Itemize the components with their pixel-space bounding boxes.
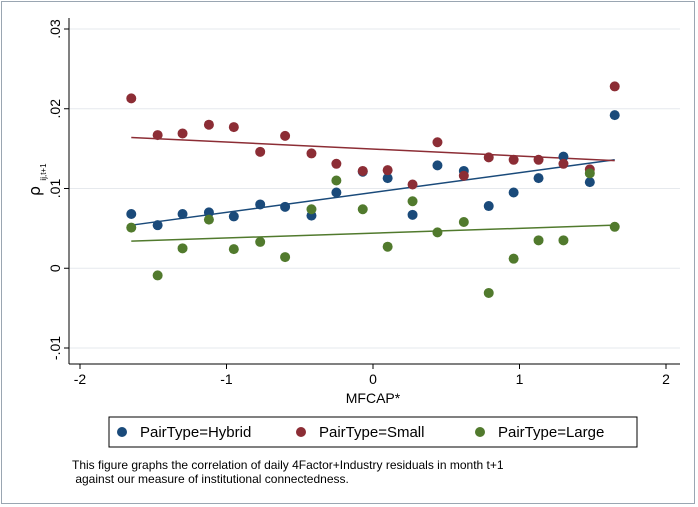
point-1-12	[432, 137, 443, 148]
point-1-4	[228, 122, 239, 133]
point-2-6	[280, 252, 291, 263]
fit-line-2	[131, 224, 615, 242]
point-1-3	[203, 119, 214, 130]
point-1-9	[357, 165, 368, 176]
point-0-11	[407, 209, 418, 220]
legend-label-2: PairType=Large	[498, 424, 604, 441]
point-2-4	[228, 244, 239, 255]
point-0-16	[533, 173, 544, 184]
plot-background	[69, 18, 680, 364]
point-2-12	[432, 227, 443, 238]
y-axis-label-main: ρ	[25, 186, 44, 196]
point-0-6	[280, 201, 291, 212]
y-tick-label-1: 0	[47, 264, 63, 272]
point-1-17	[558, 158, 569, 169]
point-2-0	[126, 222, 137, 233]
point-2-5	[255, 236, 266, 247]
axes: -.01 0 .01 .02 .03 -2 -1 0 1 2	[47, 18, 680, 387]
y-tick-label-0: -.01	[47, 336, 63, 360]
caption-line-1: This figure graphs the correlation of da…	[72, 458, 504, 472]
legend-label-0: PairType=Hybrid	[140, 424, 251, 441]
point-1-0	[126, 93, 137, 104]
y-axis-label: ρ ij,t+1	[25, 163, 48, 196]
caption-line-2: against our measure of institutional con…	[72, 472, 349, 486]
point-1-11	[407, 179, 418, 190]
point-0-14	[483, 201, 494, 212]
point-1-16	[533, 154, 544, 165]
point-1-19	[609, 81, 620, 92]
point-2-15	[508, 253, 519, 264]
point-1-6	[280, 130, 291, 141]
point-0-5	[255, 199, 266, 210]
point-0-15	[508, 187, 519, 198]
legend-marker-0	[117, 427, 127, 437]
point-2-10	[382, 241, 393, 252]
point-2-13	[458, 216, 469, 227]
point-1-13	[458, 170, 469, 181]
point-2-7	[306, 204, 317, 215]
figure-caption: This figure graphs the correlation of da…	[72, 458, 504, 486]
x-tick-label-1: -1	[220, 371, 233, 387]
point-2-3	[203, 214, 214, 225]
grid-lines	[69, 28, 680, 349]
legend-box	[108, 416, 638, 448]
point-1-8	[331, 158, 342, 169]
point-2-14	[483, 287, 494, 298]
x-tick-label-0: -2	[74, 371, 87, 387]
point-2-17	[558, 235, 569, 246]
point-1-7	[306, 148, 317, 159]
x-axis-label: MFCAP*	[346, 390, 401, 406]
y-tick-label-4: .03	[47, 19, 63, 39]
point-1-2	[177, 128, 188, 139]
point-0-19	[609, 110, 620, 121]
x-tick-label-3: 1	[516, 371, 524, 387]
point-2-8	[331, 175, 342, 186]
point-2-9	[357, 204, 368, 215]
point-1-5	[255, 146, 266, 157]
point-0-3	[203, 207, 214, 218]
point-0-12	[432, 160, 443, 171]
point-1-15	[508, 154, 519, 165]
point-0-1	[152, 220, 163, 231]
point-1-1	[152, 130, 163, 141]
legend-label-1: PairType=Small	[319, 424, 424, 441]
y-axis-label-sub: ij,t+1	[39, 163, 48, 181]
x-tick-label-4: 2	[662, 371, 670, 387]
data-points	[126, 81, 620, 298]
point-0-8	[331, 187, 342, 198]
point-2-11	[407, 196, 418, 207]
point-2-19	[609, 221, 620, 232]
y-tick-label-3: .02	[47, 99, 63, 119]
point-2-1	[152, 270, 163, 281]
point-2-2	[177, 243, 188, 254]
point-0-4	[228, 211, 239, 222]
point-0-0	[126, 209, 137, 220]
point-2-18	[584, 168, 595, 179]
legend-marker-1	[296, 427, 306, 437]
y-tick-label-2: .01	[47, 179, 63, 199]
point-1-14	[483, 152, 494, 163]
x-tick-label-2: 0	[369, 371, 377, 387]
point-2-16	[533, 235, 544, 246]
point-0-17	[558, 151, 569, 162]
point-0-18	[584, 177, 595, 188]
fit-line-1	[131, 136, 615, 162]
point-0-2	[177, 209, 188, 220]
legend: PairType=Hybrid PairType=Small PairType=La…	[108, 416, 638, 448]
legend-marker-2	[475, 427, 485, 437]
point-1-10	[382, 165, 393, 176]
point-0-10	[382, 173, 393, 184]
